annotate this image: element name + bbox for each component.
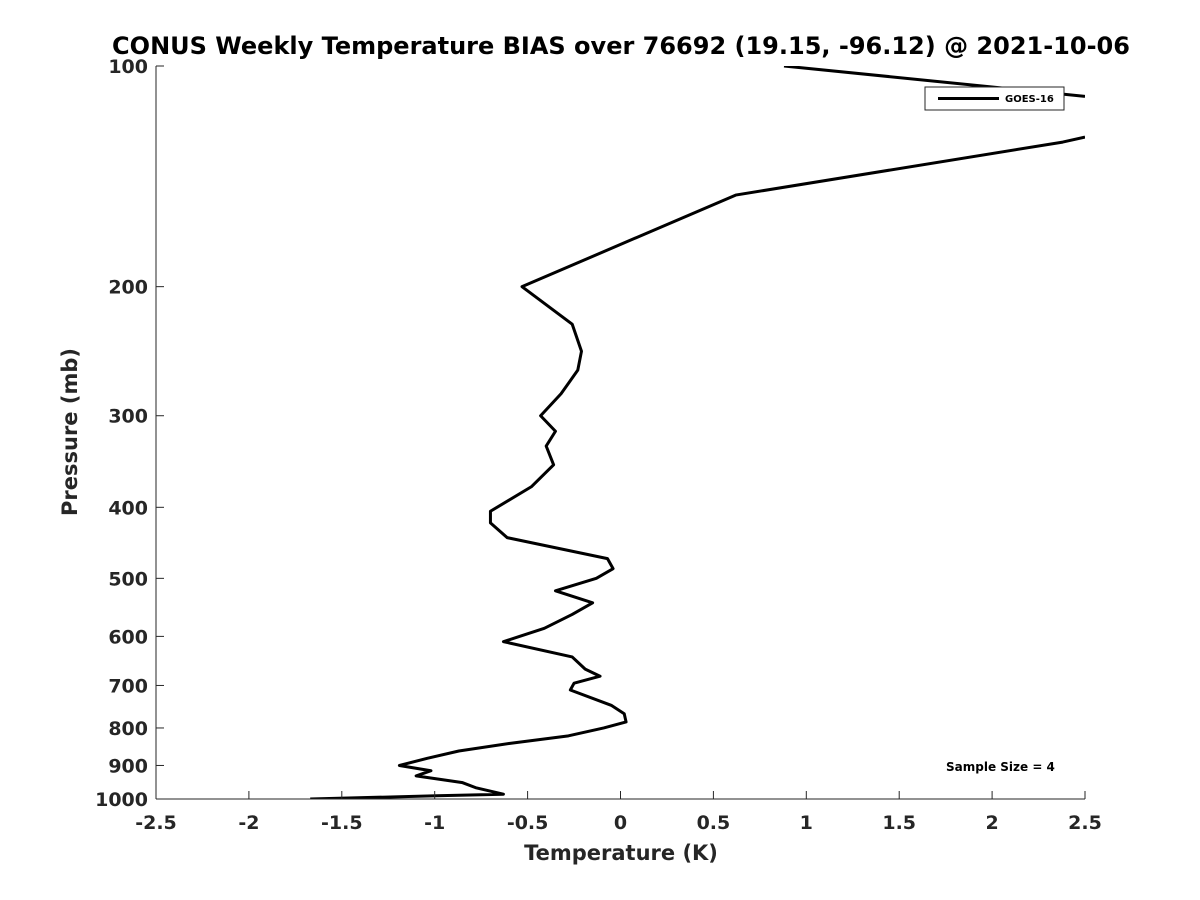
y-tick-label: 100: [108, 56, 148, 78]
y-tick-label: 900: [108, 755, 148, 777]
y-tick-label: 400: [108, 497, 148, 519]
x-tick-label: 1: [800, 812, 813, 834]
chart-title: CONUS Weekly Temperature BIAS over 76692…: [112, 32, 1130, 60]
y-tick-label: 500: [108, 568, 148, 590]
x-ticks: -2.5 -2 -1.5 -1 -0.5 0 0.5 1 1.5 2 2.5: [135, 791, 1102, 834]
x-tick-label: -0.5: [507, 812, 549, 834]
x-tick-label: 2.5: [1068, 812, 1102, 834]
y-axis-label: Pressure (mb): [58, 348, 82, 516]
y-tick-label: 600: [108, 626, 148, 648]
y-tick-label: 300: [108, 406, 148, 428]
x-tick-label: -2: [238, 812, 259, 834]
y-tick-label: 800: [108, 718, 148, 740]
series-line-goes-16-segment-1: [310, 135, 1085, 799]
x-tick-label: 0.5: [697, 812, 731, 834]
y-tick-label: 700: [108, 675, 148, 697]
legend-entry-goes-16: GOES-16: [1005, 94, 1054, 105]
y-tick-label: 200: [108, 277, 148, 299]
x-tick-label: -2.5: [135, 812, 177, 834]
sample-size-annotation: Sample Size = 4: [946, 760, 1055, 774]
legend: GOES-16: [924, 86, 1065, 111]
x-tick-label: -1: [424, 812, 445, 834]
x-tick-label: 0: [614, 812, 627, 834]
x-tick-label: -1.5: [321, 812, 363, 834]
x-tick-label: 2: [985, 812, 998, 834]
y-tick-label: 1000: [95, 789, 148, 811]
x-axis-label: Temperature (K): [524, 841, 718, 865]
x-tick-label: 1.5: [882, 812, 916, 834]
y-ticks: 100 200 300 400 500 600 700 800 900 1000: [95, 56, 164, 811]
